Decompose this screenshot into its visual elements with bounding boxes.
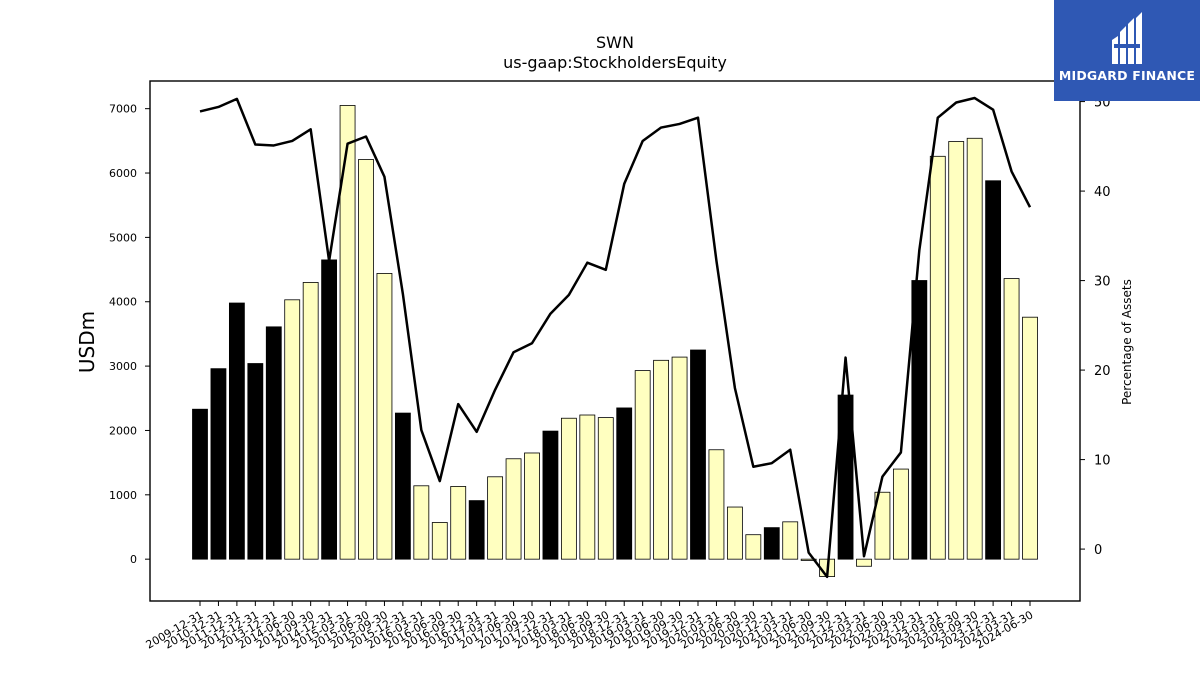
bar-2024-06-30 xyxy=(1022,316,1038,560)
bar-2014-12-31 xyxy=(321,259,338,560)
bar-2011-12-31 xyxy=(228,302,245,560)
plot-frame xyxy=(149,80,1081,602)
bar-2018-09-30 xyxy=(597,417,614,560)
bar-2021-03-31 xyxy=(782,521,799,560)
bar-2015-03-31 xyxy=(339,105,356,560)
bar-2020-06-30 xyxy=(726,506,743,560)
bar-2017-09-30 xyxy=(524,452,540,560)
bar-2022-03-31 xyxy=(856,558,872,567)
line-group xyxy=(199,96,1032,579)
bars-group xyxy=(192,105,1038,577)
bar-2013-12-31 xyxy=(265,326,282,560)
y-ticks: 0 1000 2000 3000 4000 5000 6000 7000 xyxy=(109,103,150,566)
bar-2014-09-30 xyxy=(302,282,319,560)
bar-2019-03-31 xyxy=(634,370,651,560)
y-tick-label: 3000 xyxy=(109,360,137,373)
bar-2017-03-31 xyxy=(487,476,504,560)
y2-tick-label: 40 xyxy=(1094,185,1111,200)
y-tick-label: 1000 xyxy=(109,489,137,502)
y2-tick-label: 0 xyxy=(1094,543,1102,558)
y-tick-label: 4000 xyxy=(109,296,137,309)
y-tick-label: 0 xyxy=(130,553,137,566)
bar-2019-09-30 xyxy=(671,356,688,560)
bar-2016-03-31 xyxy=(413,485,430,560)
bar-2020-03-31 xyxy=(708,449,725,560)
bar-2019-06-30 xyxy=(653,359,670,560)
bar-2017-06-30 xyxy=(505,458,522,560)
y2-tick-label: 20 xyxy=(1094,364,1111,379)
bar-2020-09-30 xyxy=(745,534,762,560)
logo-mark-icon xyxy=(1112,12,1142,64)
bar-2021-06-30 xyxy=(800,558,817,561)
bar-2015-06-30 xyxy=(358,159,374,560)
bar-2015-12-31 xyxy=(394,412,411,560)
bar-2023-09-30 xyxy=(966,137,983,560)
logo-text: MIDGARD FINANCE xyxy=(1058,68,1196,83)
bar-2023-12-31 xyxy=(985,180,1002,560)
y-tick-label: 6000 xyxy=(109,167,137,180)
bar-2014-06-30 xyxy=(284,299,301,560)
brand-logo: MIDGARD FINANCE xyxy=(1054,0,1200,101)
bar-2020-12-31 xyxy=(763,527,780,560)
bar-2010-12-31 xyxy=(210,368,227,560)
y2-tick-label: 10 xyxy=(1094,454,1111,469)
bar-2018-03-31 xyxy=(560,417,577,560)
y2-tick-label: 30 xyxy=(1094,275,1111,290)
bar-2024-03-31 xyxy=(1003,278,1020,560)
x-ticks: 2009-12-312010-12-312011-12-312012-12-31… xyxy=(144,601,1036,652)
bar-2016-09-30 xyxy=(450,486,467,560)
bar-2015-09-30 xyxy=(376,273,393,560)
bar-2018-12-31 xyxy=(616,407,633,560)
bar-2017-12-31 xyxy=(542,430,559,560)
bar-2023-03-31 xyxy=(929,155,946,560)
bar-2016-12-31 xyxy=(468,500,485,560)
bar-2016-06-30 xyxy=(431,522,448,560)
chart-title: SWN xyxy=(596,33,634,52)
bar-2022-09-30 xyxy=(892,468,909,560)
y-tick-label: 2000 xyxy=(109,424,137,437)
bar-2021-12-31 xyxy=(837,394,854,560)
y-tick-label: 7000 xyxy=(109,103,137,116)
chart-subtitle: us-gaap:StockholdersEquity xyxy=(503,53,727,72)
y-tick-label: 5000 xyxy=(109,231,137,244)
percentage-line xyxy=(199,96,1032,579)
bar-2022-06-30 xyxy=(874,491,891,560)
y2-axis-label: Percentage of Assets xyxy=(1120,279,1134,405)
y-axis-label: USDm xyxy=(75,311,99,373)
bar-2012-12-31 xyxy=(247,363,264,560)
bar-2023-06-30 xyxy=(948,141,965,560)
bar-2019-12-31 xyxy=(690,349,706,560)
bar-2018-06-30 xyxy=(579,414,596,560)
bar-2009-12-31 xyxy=(192,408,208,560)
bar-2022-12-31 xyxy=(911,280,928,560)
